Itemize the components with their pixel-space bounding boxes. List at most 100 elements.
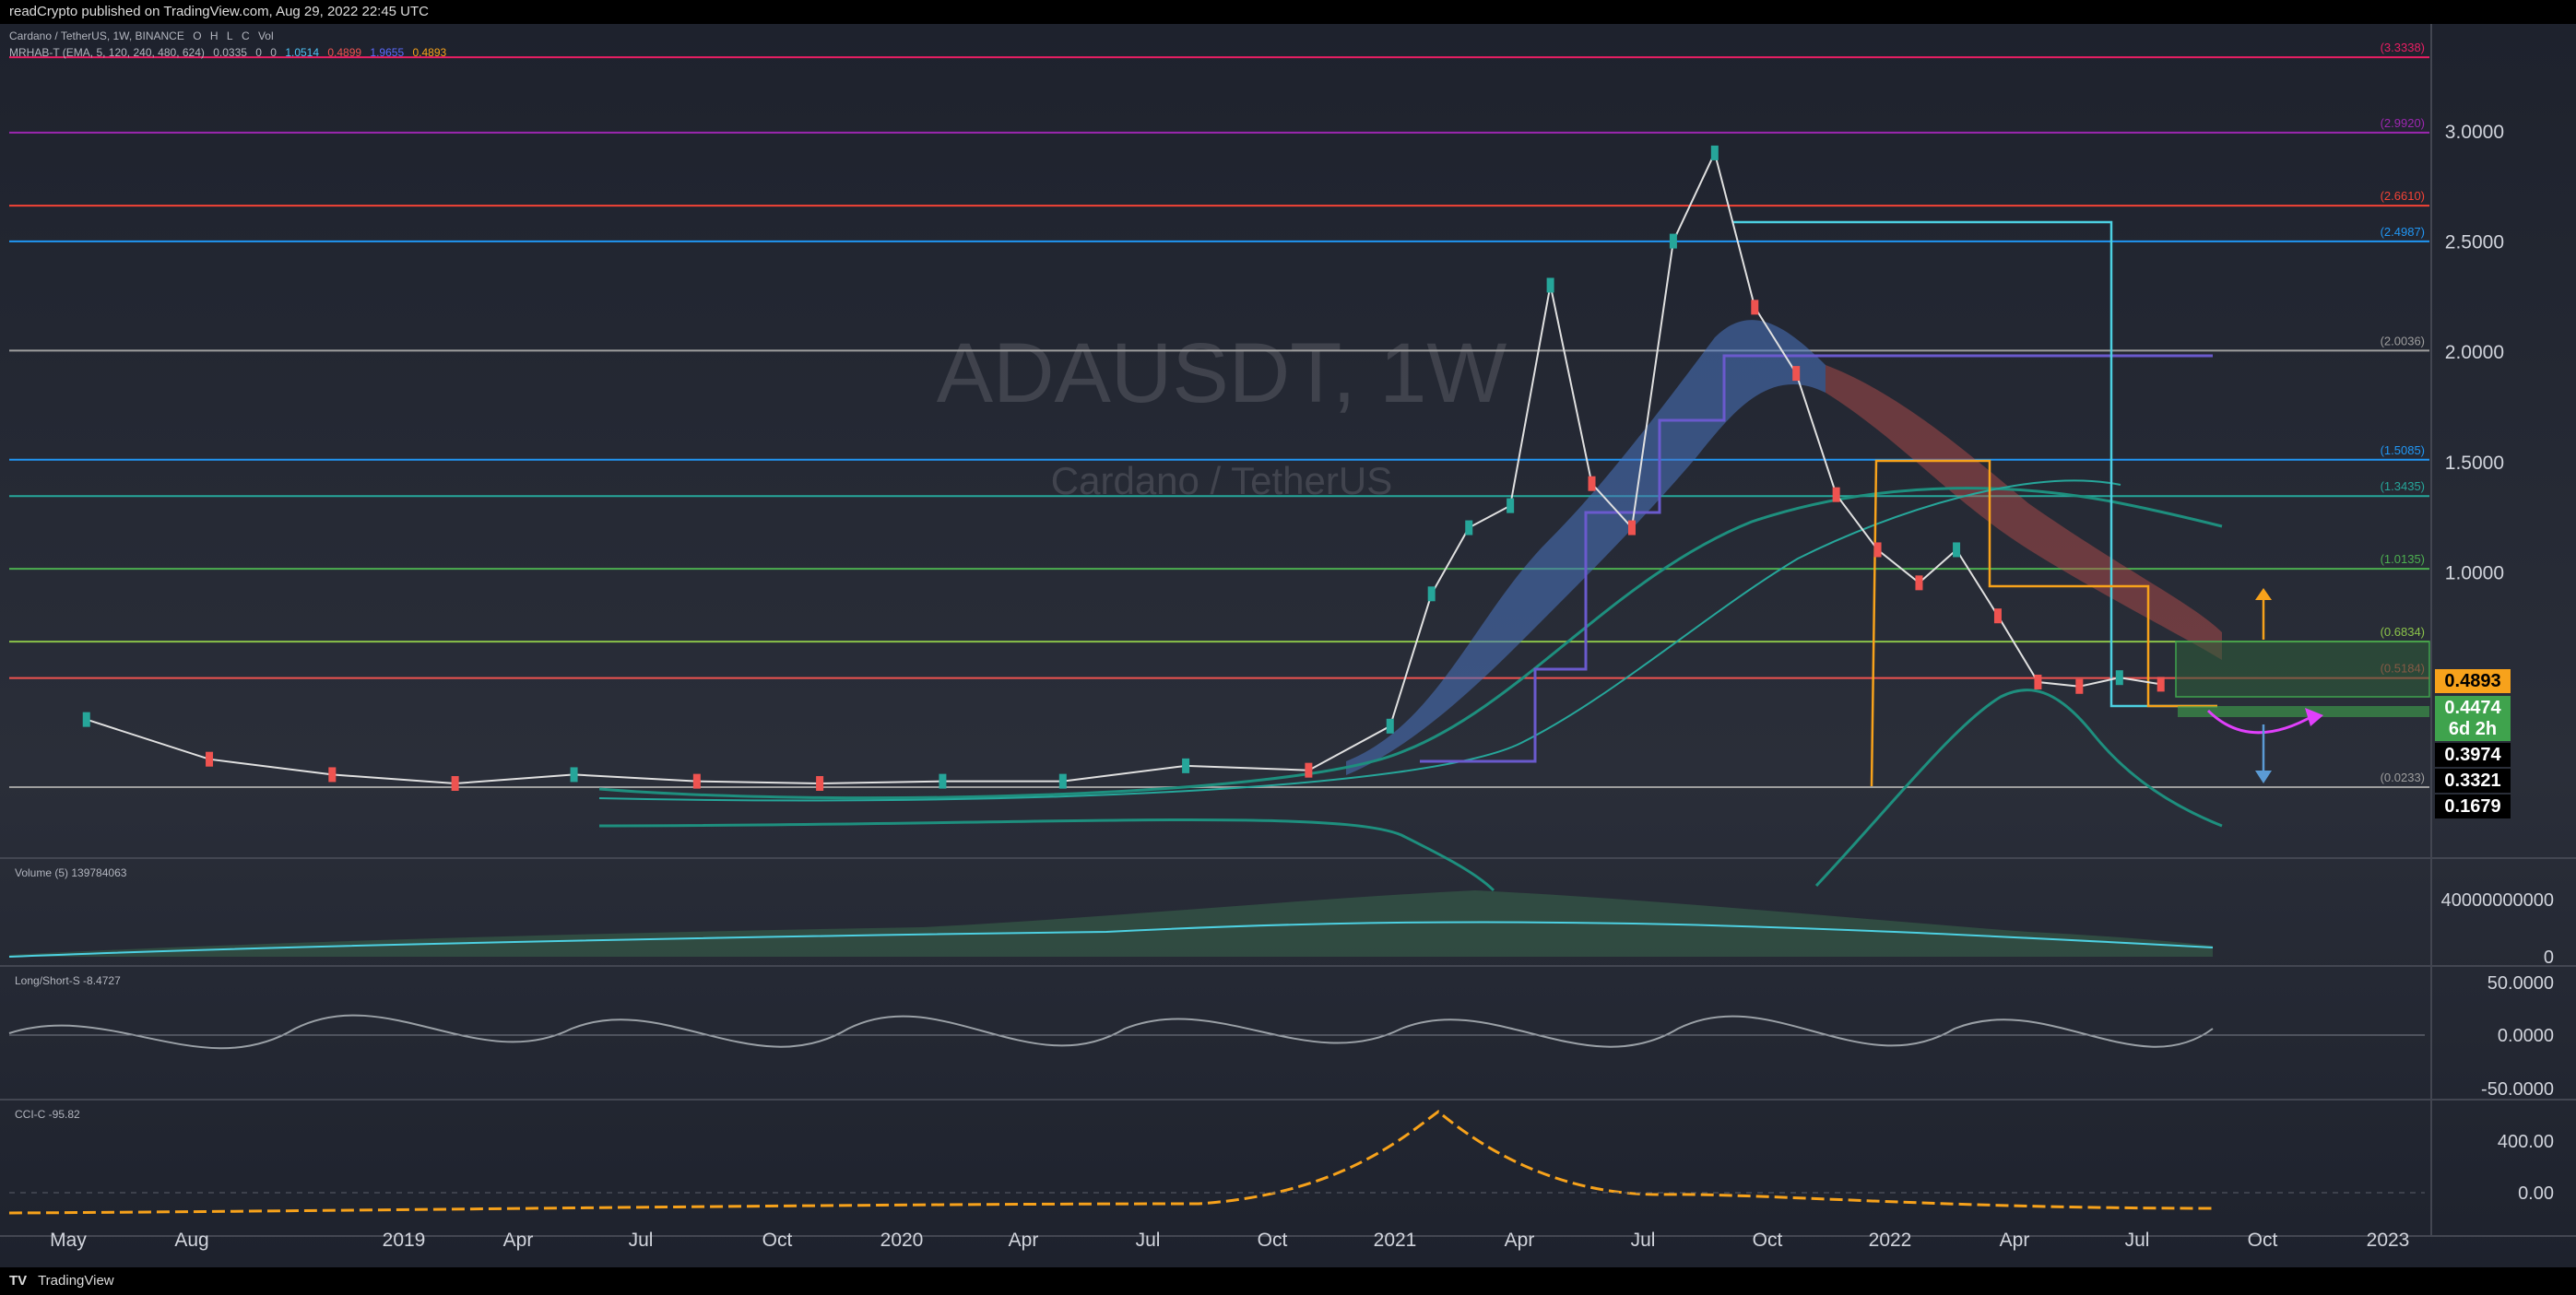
price-point-30 [2157, 677, 2165, 692]
y-tick-0: 3.0000 [2445, 122, 2504, 143]
x-tick-10: 2021 [1374, 1230, 1417, 1251]
down-arrowhead [2255, 771, 2272, 783]
pane-2-tick-0: 400.00 [2498, 1132, 2554, 1152]
x-tick-3: Apr [503, 1230, 534, 1251]
pane-2-tick-1: 0.00 [2518, 1183, 2554, 1204]
y-tick-1: 2.5000 [2445, 232, 2504, 253]
support-resistance-levels: (3.3338) (2.9920) (2.6610) (2.4987) (2.0036)… [9, 41, 2429, 788]
price-point-23 [1873, 542, 1882, 558]
legend-ohlc-l: L [226, 29, 233, 42]
price-point-2 [328, 767, 337, 783]
price-tag-4: 0.3321 [2435, 769, 2511, 793]
price-point-21 [1792, 366, 1801, 382]
tradingview-logo-icon: TV [9, 1273, 28, 1289]
price-point-15 [1546, 277, 1554, 293]
ema-curve-2 [598, 479, 2121, 802]
legend-vol: Vol [257, 29, 274, 42]
main-legend[interactable]: Cardano / TetherUS, 1W, BINANCE O H L C … [9, 29, 279, 42]
price-tag-3: 0.3974 [2435, 743, 2511, 767]
published-header: readCrypto published on TradingView.com,… [0, 0, 2576, 24]
x-tick-6: 2020 [880, 1230, 924, 1251]
x-tick-9: Oct [1258, 1230, 1288, 1251]
legend-ohlc-c: C [241, 29, 250, 42]
x-tick-8: Jul [1136, 1230, 1161, 1251]
main-price-axis[interactable]: 3.0000 2.5000 2.0000 1.5000 1.0000 [2445, 122, 2504, 583]
price-point-27 [2034, 674, 2042, 689]
level-label-5: (1.5085) [2381, 443, 2425, 457]
price-point-18 [1669, 233, 1677, 249]
target-box [2175, 641, 2430, 698]
price-point-9 [1182, 758, 1190, 773]
price-point-28 [2075, 678, 2084, 694]
level-label-4: (2.0036) [2381, 334, 2425, 347]
price-tag-0: 0.4893 [2435, 669, 2511, 693]
x-tick-17: Oct [2248, 1230, 2278, 1251]
y-tick-2: 2.0000 [2445, 342, 2504, 363]
footer-brand: TradingView [38, 1273, 114, 1289]
pane-separators [0, 24, 2576, 1237]
price-point-3 [451, 776, 459, 792]
level-label-2: (2.6610) [2381, 189, 2425, 203]
x-tick-11: Apr [1505, 1230, 1535, 1251]
price-point-13 [1465, 520, 1473, 536]
level-label-6: (1.3435) [2381, 479, 2425, 493]
price-point-8 [1058, 773, 1067, 789]
price-point-10 [1305, 762, 1313, 778]
price-point-5 [692, 773, 701, 789]
price-point-25 [1953, 542, 1961, 558]
price-point-19 [1710, 145, 1719, 160]
legend-symbol: Cardano / TetherUS, 1W, BINANCE [9, 29, 184, 42]
x-tick-0: May [50, 1230, 87, 1251]
price-point-22 [1832, 487, 1840, 502]
legend-ohlc-h: H [209, 29, 219, 42]
indicator-drawings [82, 145, 2430, 892]
x-tick-13: Oct [1753, 1230, 1783, 1251]
legend-ohlc-o: O [193, 29, 202, 42]
indicator-value-3: 0 [270, 46, 277, 59]
time-axis[interactable]: May Aug 2019 Apr Jul Oct 2020 Apr Jul Oct 2021 Apr J… [50, 1230, 2409, 1251]
level-label-10: (0.0233) [2381, 771, 2425, 784]
price-point-26 [1993, 608, 2002, 624]
price-point-1 [206, 751, 214, 767]
price-point-0 [82, 712, 90, 727]
chart-canvas[interactable]: ADAUSDT, 1W Cardano / TetherUS (3.3338)(… [0, 24, 2576, 1267]
ema-curve-3 [598, 818, 1495, 892]
long-short-pane [8, 1014, 2425, 1050]
x-tick-14: 2022 [1869, 1230, 1912, 1251]
pane-legend-0: Volume (5) 139784063 [15, 866, 127, 879]
price-point-11 [1386, 718, 1394, 734]
price-point-29 [2115, 670, 2123, 686]
cci-pane [8, 1110, 2425, 1215]
up-arrowhead [2255, 588, 2272, 600]
level-label-1: (2.9920) [2381, 116, 2425, 130]
price-point-12 [1427, 586, 1436, 602]
price-point-7 [939, 773, 947, 789]
pane-axes: 40000000000 0 50.0000 0.0000 -50.0000 400.00 0… [2441, 890, 2554, 1204]
x-tick-2: 2019 [383, 1230, 426, 1251]
x-tick-15: Apr [2000, 1230, 2030, 1251]
support-box [2178, 706, 2429, 717]
price-point-6 [816, 776, 824, 792]
x-tick-18: 2023 [2367, 1230, 2410, 1251]
volume-pane [8, 890, 2214, 958]
level-label-3: (2.4987) [2381, 225, 2425, 239]
pane-legend-1: Long/Short-S -8.4727 [15, 974, 121, 987]
pane-1-tick-2: -50.0000 [2481, 1079, 2554, 1100]
y-tick-3: 1.5000 [2445, 453, 2504, 474]
ema-curve-4 [1814, 689, 2223, 888]
watermark-name: Cardano / TetherUS [1051, 459, 1392, 502]
level-label-8: (0.6834) [2381, 625, 2425, 639]
level-label-0: (3.3338) [2381, 41, 2425, 54]
price-point-20 [1751, 300, 1759, 315]
indicator-value-7: 0.4893 [412, 46, 447, 59]
indicator-name: MRHAB-T (EMA, 5, 120, 240, 480, 624) [9, 46, 205, 59]
indicator-value-2: 0 [255, 46, 262, 59]
footer: TV TradingView [0, 1267, 2576, 1295]
y-tick-4: 1.0000 [2445, 562, 2504, 583]
price-point-17 [1627, 520, 1636, 536]
indicator-legend[interactable]: MRHAB-T (EMA, 5, 120, 240, 480, 624) 0.0… [9, 46, 452, 59]
x-tick-1: Aug [174, 1230, 208, 1251]
projection-arrowhead [2305, 708, 2323, 726]
pane-legends: Volume (5) 139784063 Long/Short-S -8.4727… [15, 866, 127, 1121]
pane-0-tick-1: 0 [2544, 948, 2554, 968]
